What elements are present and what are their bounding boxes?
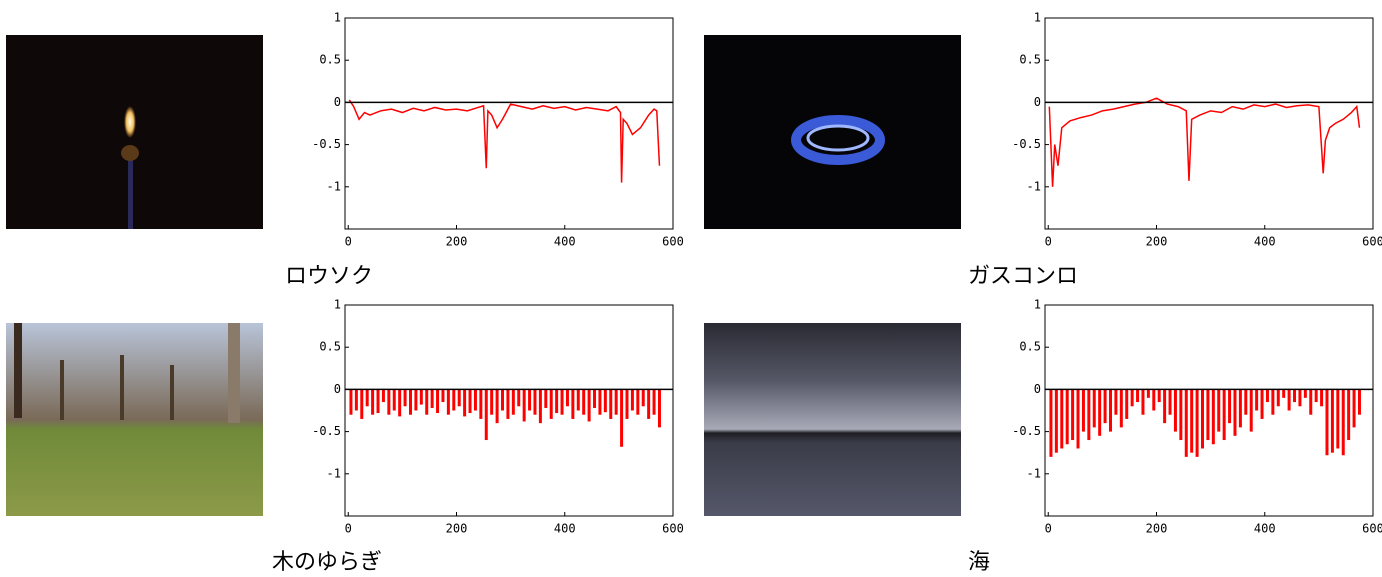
data-line [348,99,661,183]
x-tick-label: 200 [446,522,468,536]
photo-candle [6,35,263,229]
y-tick-label: 0 [1034,95,1041,109]
x-tick-label: 200 [1146,235,1168,249]
y-tick-label: -0.5 [312,137,341,151]
y-tick-label: 1 [1034,298,1041,312]
photo-trees [6,323,263,516]
caption: 木のゆらぎ [272,550,382,575]
y-tick-label: -0.5 [1012,424,1041,438]
x-tick-label: 0 [345,235,352,249]
x-tick-label: 0 [1045,522,1052,536]
y-tick-label: 0.5 [1019,53,1041,67]
y-tick-label: -1 [327,466,341,480]
data-line [1048,97,1361,187]
plot-frame [344,304,674,517]
y-tick-label: 1 [334,11,341,25]
x-tick-label: 400 [1254,235,1276,249]
x-tick-label: 400 [1254,522,1276,536]
plot-frame [344,17,674,230]
caption: ガスコンロ [968,264,1078,289]
y-tick-label: -1 [327,179,341,193]
x-tick-label: 600 [1362,522,1382,536]
photo-sea [704,323,961,516]
y-tick-label: 0 [1034,382,1041,396]
y-tick-label: 0.5 [319,53,341,67]
x-tick-label: 0 [345,522,352,536]
plot-frame [1044,304,1374,517]
y-tick-label: 1 [1034,11,1041,25]
y-tick-label: 1 [334,298,341,312]
y-tick-label: -1 [1027,466,1041,480]
x-tick-label: 400 [554,235,576,249]
x-tick-label: 600 [662,235,684,249]
y-tick-label: 0.5 [1019,340,1041,354]
x-tick-label: 600 [662,522,684,536]
x-tick-label: 0 [1045,235,1052,249]
caption: 海 [968,550,990,575]
x-tick-label: 200 [446,235,468,249]
photo-gas-stove [704,35,961,229]
y-tick-label: -1 [1027,179,1041,193]
x-tick-label: 200 [1146,522,1168,536]
y-tick-label: 0 [334,382,341,396]
y-tick-label: -0.5 [312,424,341,438]
y-tick-label: 0 [334,95,341,109]
x-tick-label: 400 [554,522,576,536]
x-tick-label: 600 [1362,235,1382,249]
y-tick-label: 0.5 [319,340,341,354]
caption: ロウソク [285,264,373,289]
y-tick-label: -0.5 [1012,137,1041,151]
plot-frame [1044,17,1374,230]
